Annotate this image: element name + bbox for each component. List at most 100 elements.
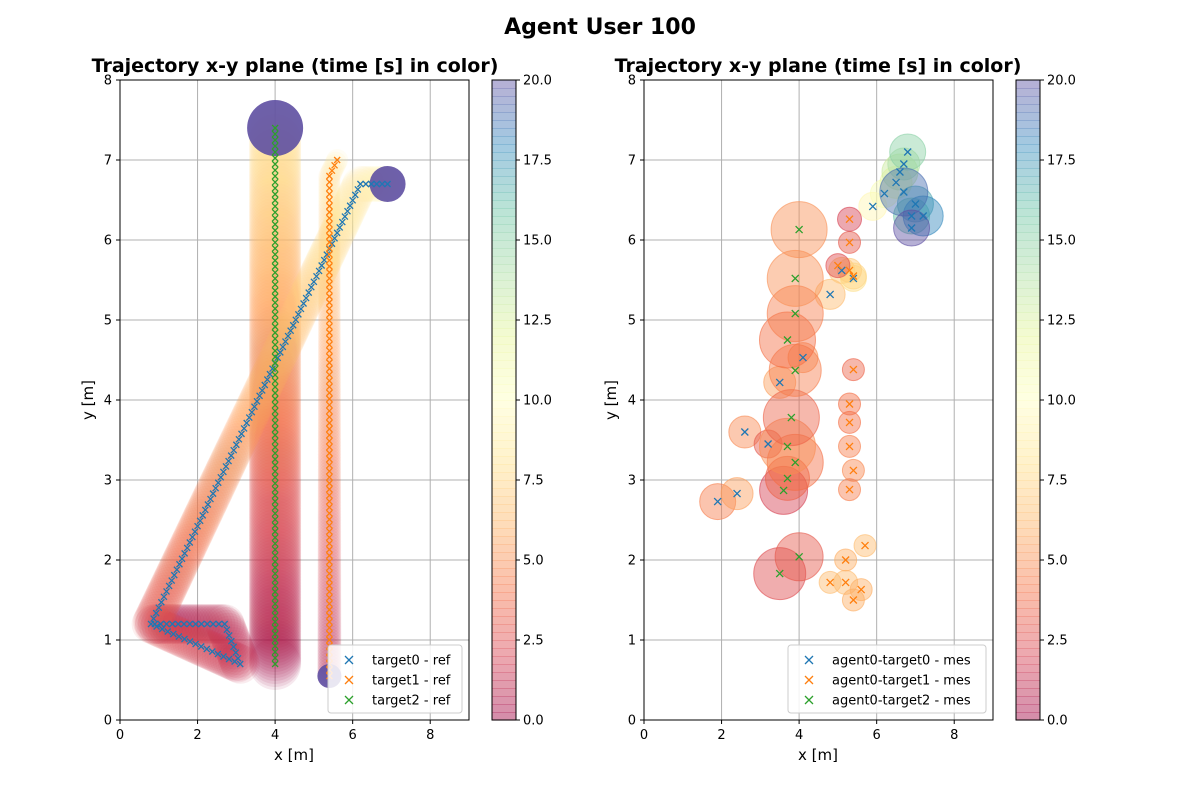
figure-title: Agent User 100: [504, 15, 696, 40]
colorbar-tick-label: 0.0: [523, 714, 544, 729]
colorbar-band: [1016, 144, 1040, 153]
reference-marker: [271, 528, 279, 535]
trajectory-band-dot: [317, 404, 341, 428]
trajectory-band-dot: [260, 336, 298, 374]
colorbar-band: [1016, 240, 1040, 249]
trajectory-band-dot: [318, 191, 341, 215]
colorbar-band: [492, 560, 516, 569]
legend-marker: [344, 655, 354, 665]
trajectory-band-dot: [196, 633, 236, 673]
measurement-marker: [849, 596, 858, 604]
trajectory-band-dot: [249, 188, 302, 241]
trajectory-band-dot: [317, 362, 341, 386]
colorbar-tick-label: 7.5: [1047, 474, 1068, 489]
reference-marker: [378, 180, 386, 188]
colorbar-band: [1016, 472, 1040, 481]
trajectory-band-dot: [213, 433, 252, 472]
reference-marker: [325, 491, 333, 499]
trajectory-band-dot: [185, 628, 225, 668]
trajectory-band-dot: [249, 539, 302, 592]
trajectory-band-dot: [177, 509, 216, 549]
trajectory-band-dot: [166, 620, 206, 660]
left-subplot: Trajectory x-y plane (time [s] in color)…: [79, 55, 552, 764]
colorbar-band: [1016, 352, 1040, 361]
colorbar-band: [492, 520, 516, 529]
trajectory-band-dot: [210, 618, 251, 659]
reference-marker: [221, 620, 229, 628]
colorbar-band: [1016, 280, 1040, 289]
reference-marker: [271, 323, 279, 331]
reference-marker: [271, 606, 279, 614]
measurement-marker: [779, 486, 788, 495]
colorbar-band: [492, 392, 516, 401]
legend-marker: [344, 675, 354, 685]
y-tick-label: 1: [628, 634, 636, 649]
reference-marker: [271, 184, 279, 192]
trajectory-band-dot: [217, 635, 257, 676]
colorbar-band: [1016, 408, 1040, 417]
colorbar-band: [1016, 384, 1040, 393]
colorbar-tick-label: 12.5: [1047, 314, 1076, 329]
trajectory-band-dot: [317, 448, 341, 473]
right-legend-box: [787, 644, 987, 714]
colorbar-band: [1016, 232, 1040, 241]
reference-marker: [174, 620, 182, 628]
reference-marker: [271, 142, 279, 150]
colorbar-band: [1016, 552, 1040, 561]
trajectory-band-dot: [249, 275, 302, 328]
reference-marker: [243, 419, 251, 427]
colorbar-band: [492, 328, 516, 337]
trajectory-band-dot: [273, 309, 311, 347]
trajectory-band-dot: [317, 395, 341, 419]
reference-marker: [271, 497, 279, 505]
reference-marker: [165, 582, 173, 590]
colorbar-band: [492, 232, 516, 241]
trajectory-band-dot: [317, 374, 341, 398]
reference-marker: [341, 213, 349, 221]
reference-marker: [325, 576, 333, 584]
trajectory-band-dot: [317, 577, 342, 602]
reference-marker: [271, 202, 279, 210]
reference-marker: [271, 214, 279, 222]
trajectory-band-dot: [231, 396, 270, 434]
reference-marker: [232, 649, 240, 657]
reference-marker: [271, 570, 279, 578]
colorbar-band: [492, 80, 516, 89]
reference-marker: [271, 552, 279, 560]
colorbar-band: [1016, 104, 1040, 113]
trajectory-band-dot: [317, 445, 341, 470]
reference-marker: [325, 280, 333, 288]
measurement-marker: [841, 556, 850, 564]
measurement-marker: [791, 458, 800, 467]
reference-marker: [169, 630, 177, 638]
measurement-marker: [903, 148, 912, 156]
colorbar-band: [492, 528, 516, 537]
trajectory-band-dot: [162, 604, 203, 644]
colorbar-band: [492, 536, 516, 545]
colorbar-band: [1016, 376, 1040, 385]
reference-marker: [300, 300, 308, 307]
reference-marker: [325, 600, 333, 608]
reference-marker: [325, 389, 333, 397]
reference-marker: [271, 437, 279, 445]
reference-marker: [230, 446, 238, 454]
reference-marker: [220, 653, 227, 660]
reference-marker: [194, 522, 202, 530]
colorbar-band: [492, 336, 516, 345]
colorbar-band: [1016, 656, 1040, 665]
colorbar-band: [492, 344, 516, 353]
colorbar-band: [1016, 256, 1040, 265]
trajectory-band-dot: [249, 158, 302, 211]
trajectory-band-dot: [249, 317, 302, 370]
measurement-marker: [868, 202, 877, 211]
trajectory-band-dot: [318, 263, 341, 287]
trajectory-band-dot: [249, 440, 302, 493]
trajectory-band-dot: [317, 421, 341, 446]
colorbar-band: [492, 432, 516, 441]
measurement-marker: [791, 274, 800, 283]
reference-marker: [325, 527, 333, 535]
measurement-marker: [783, 336, 792, 344]
trajectory-band-dot: [317, 359, 341, 383]
reference-marker: [271, 353, 279, 361]
